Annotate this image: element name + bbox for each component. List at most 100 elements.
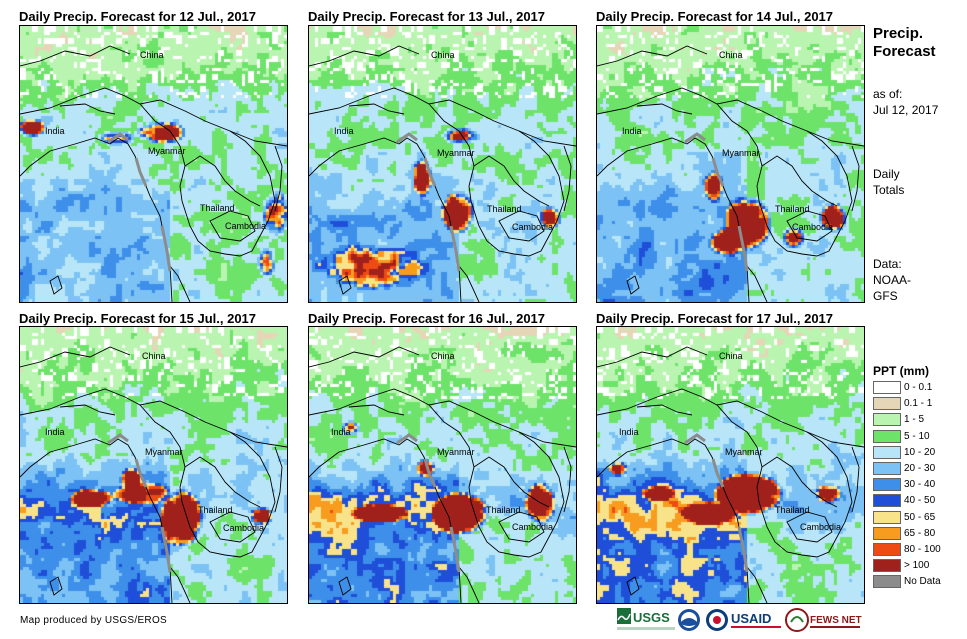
country-boundary — [309, 438, 400, 478]
country-boundary — [338, 576, 352, 596]
country-boundary — [274, 446, 283, 513]
country-boundary — [20, 388, 287, 448]
country-label-china: China — [142, 351, 166, 361]
legend-row: 20 - 30 — [873, 462, 935, 475]
map-panel-4: China India Myanmar Thailand Cambodia — [19, 326, 288, 604]
country-label-cambodia: Cambodia — [512, 522, 554, 532]
country-boundary — [686, 137, 750, 302]
precip-raster — [597, 327, 864, 603]
legend-label: 0 - 0.1 — [904, 382, 933, 393]
country-boundary — [428, 404, 475, 503]
legend-title: PPT (mm) — [873, 364, 930, 378]
legend-swatch — [873, 462, 901, 475]
country-boundary — [636, 404, 693, 416]
country-boundary — [758, 130, 853, 257]
no-data-strip — [160, 225, 172, 272]
country-boundary — [209, 511, 256, 543]
country-label-myanmar: Myanmar — [145, 447, 183, 457]
no-data-strip — [134, 157, 148, 187]
legend-swatch — [873, 559, 901, 573]
totals-block: Daily Totals — [873, 166, 904, 198]
country-boundary — [398, 438, 462, 603]
country-boundary — [338, 275, 352, 295]
country-boundary — [309, 346, 420, 368]
country-boundary — [59, 103, 116, 115]
legend-label: 80 - 100 — [904, 544, 941, 555]
country-boundary — [181, 431, 276, 558]
no-data-strip — [737, 225, 749, 272]
no-data-strip — [160, 526, 172, 573]
country-label-india: India — [331, 427, 351, 437]
asof-date: Jul 12, 2017 — [873, 103, 939, 117]
country-boundary — [209, 210, 256, 242]
country-boundary — [20, 45, 131, 67]
country-label-myanmar: Myanmar — [725, 447, 763, 457]
country-boundary — [851, 145, 860, 212]
data-line3: GFS — [873, 289, 898, 303]
no-data-strip — [107, 433, 129, 445]
country-boundary — [20, 438, 111, 478]
boundary-overlay — [20, 45, 287, 302]
country-boundary — [626, 275, 640, 295]
legend-swatch — [873, 494, 901, 508]
asof-label: as of: — [873, 87, 903, 101]
country-label-cambodia: Cambodia — [225, 221, 267, 231]
legend-swatch — [873, 381, 901, 394]
legend-label: No Data — [904, 576, 941, 588]
country-boundary — [758, 431, 853, 558]
country-label-cambodia: Cambodia — [800, 522, 842, 532]
country-boundary — [761, 456, 838, 508]
precip-raster — [597, 26, 864, 302]
legend-label: 30 - 40 — [904, 479, 936, 491]
country-boundary — [716, 103, 763, 202]
country-boundary — [169, 566, 191, 603]
country-boundary — [184, 456, 261, 508]
country-boundary — [470, 130, 565, 257]
country-boundary — [563, 145, 572, 212]
legend-row: 1 - 5 — [873, 413, 924, 427]
country-boundary — [348, 404, 405, 416]
asof-block: as of: Jul 12, 2017 — [873, 86, 938, 118]
sidebar-title-line1: Precip. — [873, 25, 924, 42]
country-label-thailand: Thailand — [487, 204, 522, 214]
legend-swatch — [873, 429, 901, 443]
country-boundary — [458, 265, 480, 302]
panel-title-5: Daily Precip. Forecast for 16 Jul., 2017 — [308, 311, 546, 326]
usaid-logo: USAID — [706, 609, 781, 631]
country-label-cambodia: Cambodia — [223, 523, 265, 533]
legend-row: 10 - 20 — [873, 445, 935, 459]
fewsnet-logo: FEWS NET — [785, 608, 862, 632]
no-data-strip — [449, 225, 461, 272]
legend-label: 20 - 30 — [904, 463, 936, 474]
no-data-strip — [134, 458, 148, 488]
boundary-overlay — [597, 45, 864, 302]
country-boundary — [563, 446, 572, 513]
country-boundary — [761, 155, 838, 207]
country-boundary — [597, 438, 688, 478]
country-boundary — [597, 45, 708, 67]
country-label-myanmar: Myanmar — [722, 148, 760, 158]
country-boundary — [597, 137, 688, 177]
legend-row: 40 - 50 — [873, 494, 935, 508]
data-line2: NOAA- — [873, 273, 912, 287]
country-boundary — [597, 87, 864, 147]
precip-raster — [20, 26, 287, 302]
legend-swatch — [873, 413, 901, 427]
legend-row: 80 - 100 — [873, 543, 941, 556]
totals-line2: Totals — [873, 183, 905, 197]
country-boundary — [716, 404, 763, 503]
precip-raster — [309, 327, 576, 603]
credit-text: Map produced by USGS/EROS — [20, 615, 168, 626]
legend-row: 30 - 40 — [873, 478, 936, 492]
legend-swatch — [873, 543, 901, 556]
map-panel-6: China India Myanmar Thailand Cambodia — [596, 326, 865, 604]
legend-row: No Data — [873, 575, 941, 589]
legend-swatch — [873, 397, 901, 411]
country-boundary — [109, 438, 173, 603]
country-label-india: India — [622, 126, 642, 136]
country-boundary — [109, 137, 173, 302]
country-boundary — [597, 346, 708, 368]
country-boundary — [636, 103, 693, 115]
legend-row: > 100 — [873, 559, 929, 573]
sidebar-title: Precip. Forecast — [873, 25, 936, 61]
